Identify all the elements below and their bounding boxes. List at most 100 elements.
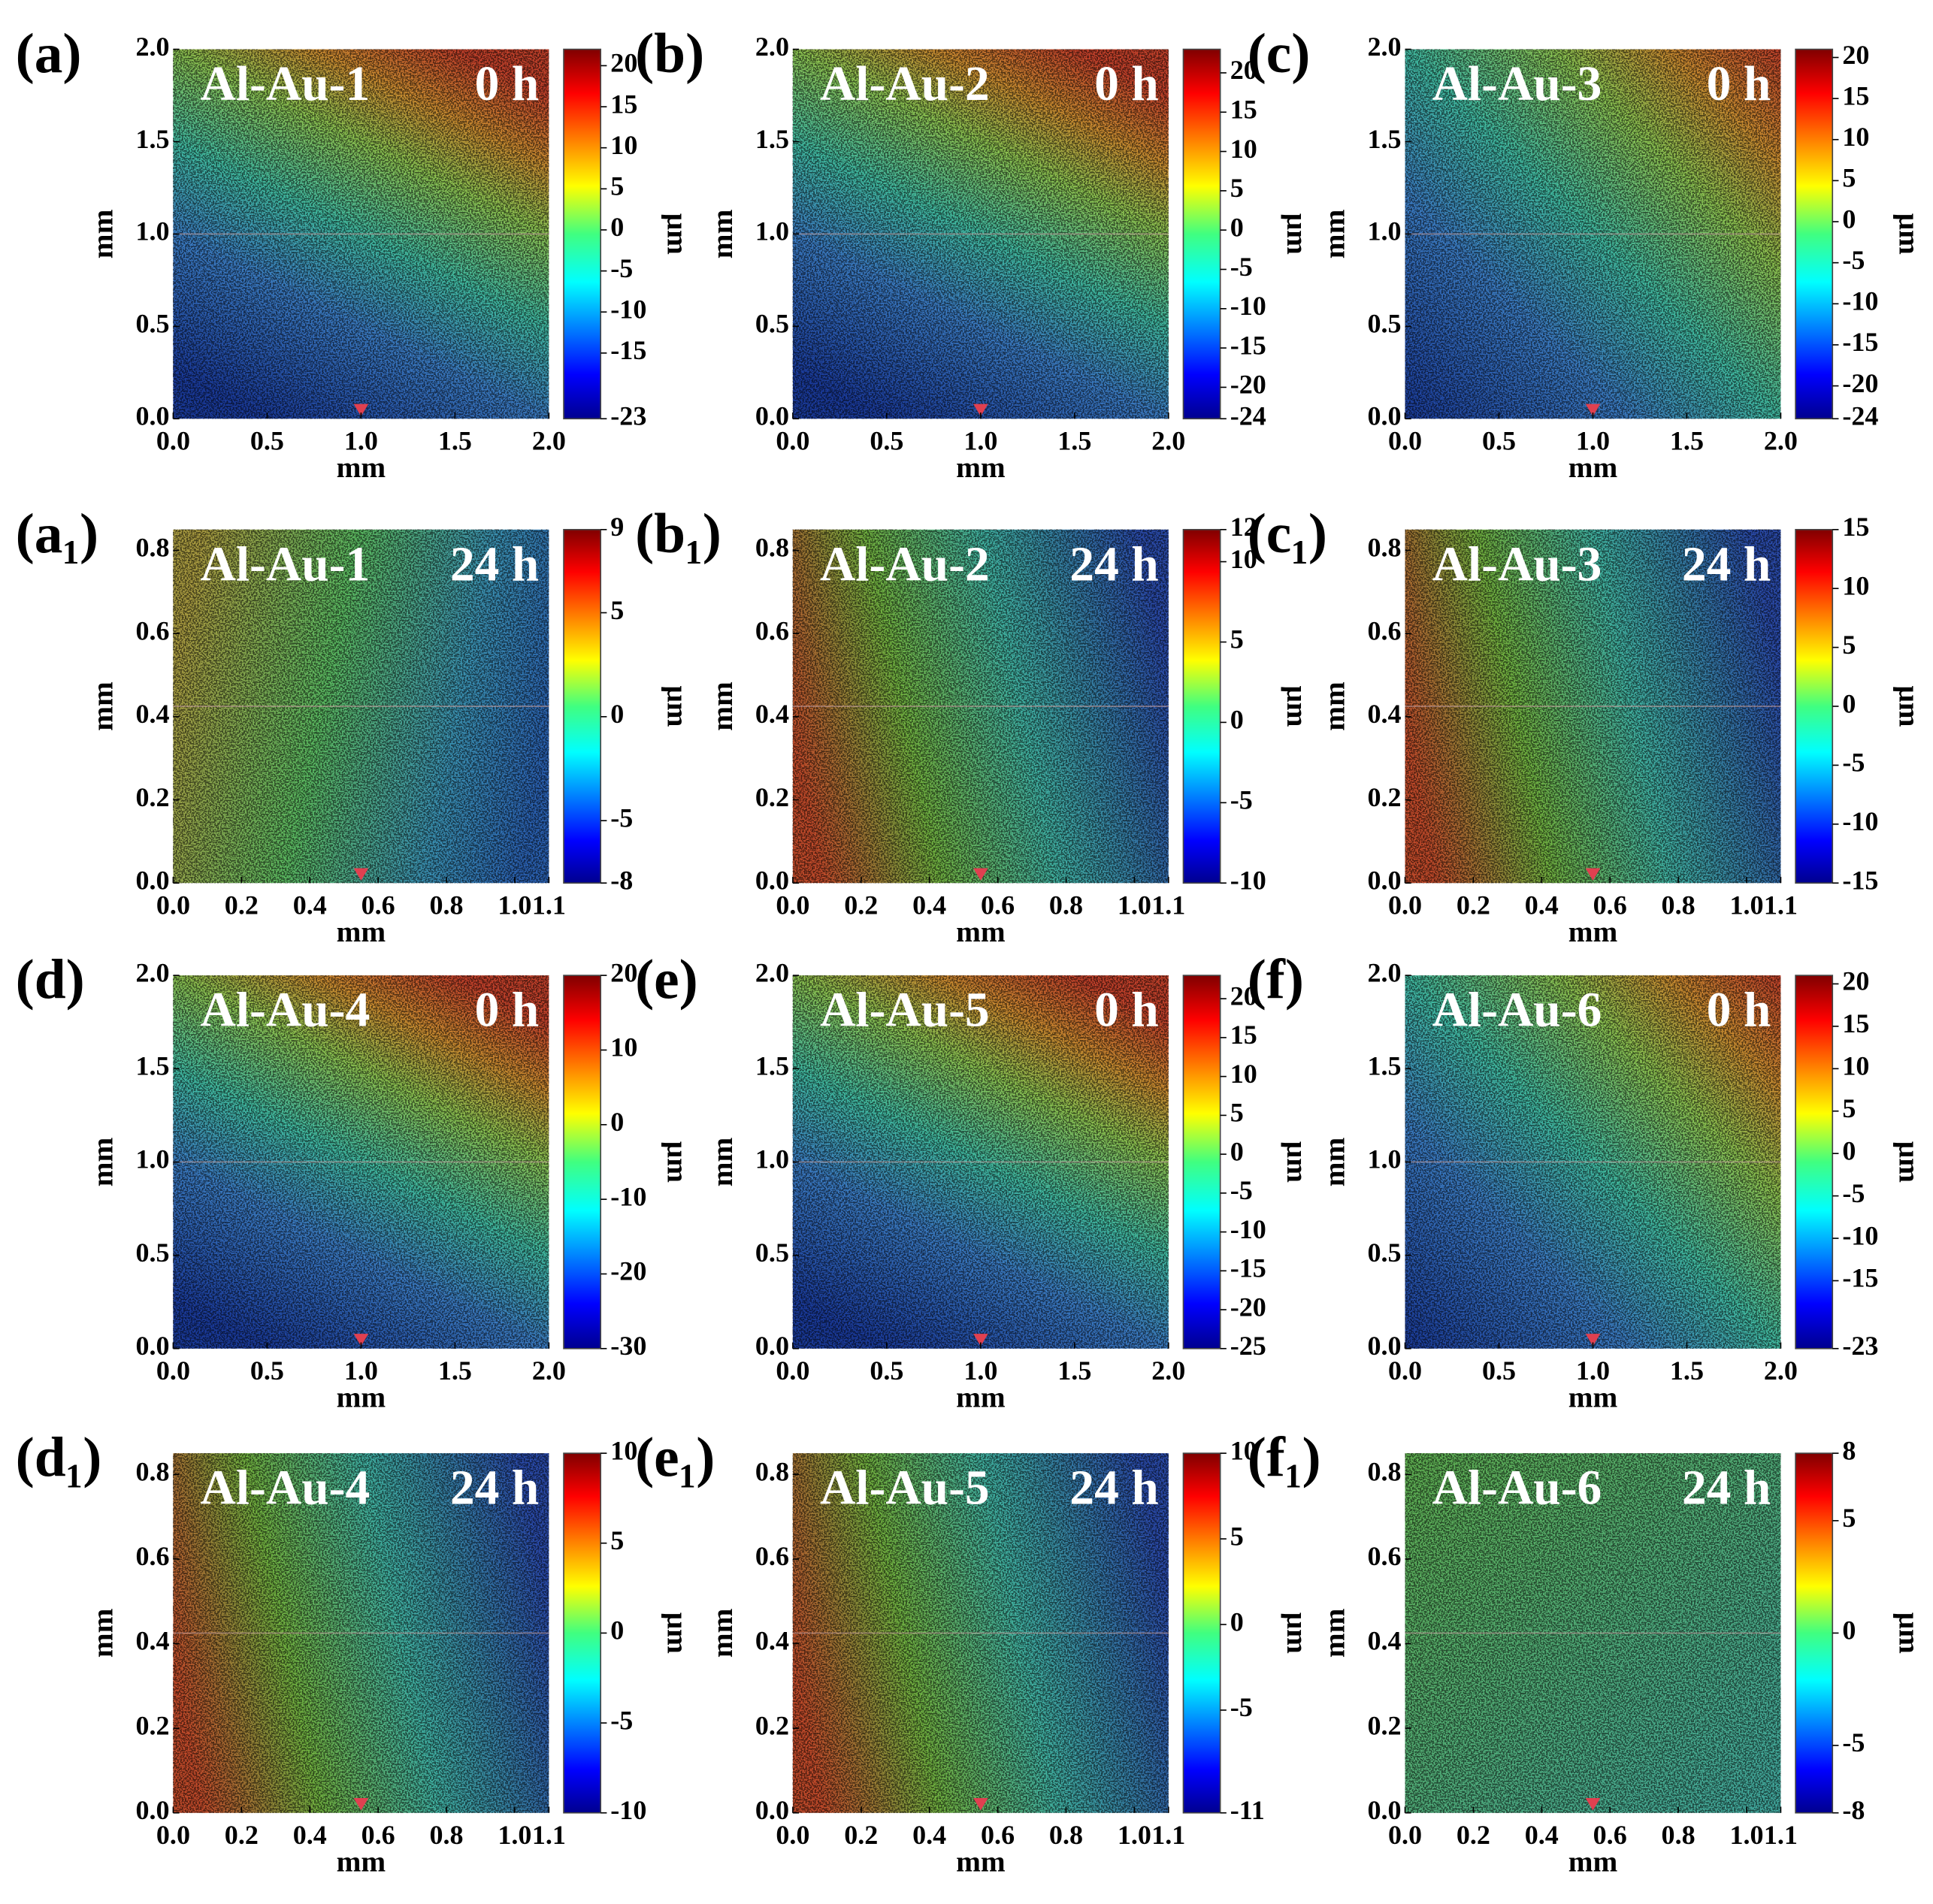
colorbar-tick-label: 20 bbox=[610, 48, 637, 78]
y-tick-label: 1.5 bbox=[1368, 124, 1402, 154]
x-tick-label: 1.0 bbox=[1118, 1820, 1151, 1850]
y-tick-label: 1.0 bbox=[1368, 1144, 1402, 1174]
time-label: 24 h bbox=[1069, 1461, 1158, 1516]
colorbar-tick-label: 15 bbox=[1230, 95, 1257, 125]
marker bbox=[1585, 1334, 1601, 1346]
colorbar-tick-label: -20 bbox=[610, 1256, 646, 1286]
colorbar-tick-label: -5 bbox=[1230, 252, 1253, 282]
colorbar bbox=[1795, 975, 1834, 1349]
colorbar-tick-label: -10 bbox=[1842, 286, 1878, 316]
x-tick-label: 0.6 bbox=[981, 890, 1015, 920]
colorbar bbox=[563, 528, 602, 884]
colorbar-tick-label: -5 bbox=[610, 1705, 633, 1735]
x-axis-label: mm bbox=[337, 1381, 386, 1414]
y-tick-label: 0.0 bbox=[135, 1331, 169, 1361]
x-tick-label: 0.8 bbox=[1049, 890, 1083, 920]
x-tick-label: 0.8 bbox=[1662, 890, 1696, 920]
x-tick-label: 2.0 bbox=[532, 1355, 566, 1386]
x-tick-label: 0.2 bbox=[225, 1820, 259, 1850]
time-label: 24 h bbox=[450, 1461, 539, 1516]
colorbar-tick-label: 15 bbox=[1230, 1020, 1257, 1050]
colorbar-tick-label: 0 bbox=[1230, 212, 1244, 242]
colorbar bbox=[1795, 1452, 1834, 1814]
colorbar-tick-label: -15 bbox=[1842, 327, 1878, 357]
x-tick-label: 0.2 bbox=[225, 890, 259, 920]
time-label: 0 h bbox=[1094, 57, 1159, 111]
x-axis-label: mm bbox=[337, 915, 386, 948]
colorbar-tick-label: 5 bbox=[1842, 163, 1856, 193]
x-tick-label: 2.0 bbox=[532, 425, 566, 455]
colorbar-tick-label: 5 bbox=[610, 595, 624, 625]
time-label: 0 h bbox=[475, 57, 540, 111]
y-axis-label: mm bbox=[706, 1137, 739, 1186]
colorbar-tick-label: -5 bbox=[610, 802, 633, 833]
time-label: 0 h bbox=[1707, 57, 1771, 111]
colorbar-tick-label: 0 bbox=[610, 1107, 624, 1137]
y-tick-label: 0.0 bbox=[755, 865, 789, 895]
colorbar-tick-label: -15 bbox=[1230, 1253, 1266, 1283]
x-axis-label: mm bbox=[1568, 1381, 1618, 1414]
x-tick-label: 1.5 bbox=[1057, 1355, 1091, 1386]
x-tick-label: 1.1 bbox=[1151, 890, 1185, 920]
time-label: 0 h bbox=[475, 984, 540, 1038]
colorbar-tick-label: -23 bbox=[1842, 1331, 1878, 1361]
x-tick-label: 0.0 bbox=[1388, 425, 1422, 455]
colorbar-tick-label: 10 bbox=[1842, 1051, 1869, 1081]
y-tick-label: 0.8 bbox=[135, 533, 169, 563]
x-axis-label: mm bbox=[956, 915, 1006, 948]
x-tick-label: 1.0 bbox=[344, 1355, 378, 1386]
y-tick-label: 0.8 bbox=[1368, 1457, 1402, 1487]
y-axis-label: mm bbox=[706, 209, 739, 258]
x-axis-label: mm bbox=[337, 451, 386, 484]
x-tick-label: 1.1 bbox=[1764, 890, 1798, 920]
colorbar-tick-label: -8 bbox=[610, 865, 633, 895]
sample-title: Al-Au-2 bbox=[820, 57, 990, 111]
marker bbox=[973, 868, 988, 881]
y-axis-label: mm bbox=[1317, 1608, 1351, 1658]
y-tick-label: 0.0 bbox=[755, 1331, 789, 1361]
x-tick-label: 0.6 bbox=[1593, 1820, 1627, 1850]
x-tick-label: 0.6 bbox=[361, 1820, 395, 1850]
sample-title: Al-Au-4 bbox=[200, 984, 370, 1038]
colorbar-tick-label: -10 bbox=[1842, 806, 1878, 836]
colorbar-label: μm bbox=[661, 213, 694, 255]
colorbar-tick-label: -5 bbox=[610, 253, 633, 283]
y-axis-label: mm bbox=[1317, 1137, 1351, 1186]
colorbar-tick-label: 15 bbox=[1842, 1008, 1869, 1038]
x-tick-label: 1.1 bbox=[532, 890, 566, 920]
x-tick-label: 0.2 bbox=[844, 890, 878, 920]
colorbar-tick-label: 12 bbox=[1230, 512, 1257, 542]
x-tick-label: 0.5 bbox=[250, 1355, 284, 1386]
x-tick-label: 0.5 bbox=[250, 425, 284, 455]
x-tick-label: 0.0 bbox=[776, 1355, 809, 1386]
colorbar-tick-label: -5 bbox=[1842, 245, 1865, 275]
colorbar-tick-label: 0 bbox=[610, 1615, 624, 1646]
colorbar-tick-label: 5 bbox=[1842, 630, 1856, 660]
y-axis-label: mm bbox=[706, 1608, 739, 1658]
colorbar-label: μm bbox=[1893, 1141, 1926, 1183]
x-tick-label: 0.4 bbox=[912, 1820, 946, 1850]
colorbar-tick-label: -5 bbox=[1842, 1727, 1865, 1757]
y-tick-label: 0.6 bbox=[755, 615, 789, 645]
colorbar-tick-label: -5 bbox=[1230, 1175, 1253, 1205]
time-label: 24 h bbox=[1682, 537, 1771, 591]
marker bbox=[353, 1798, 369, 1811]
y-tick-label: 0.0 bbox=[755, 401, 789, 431]
x-tick-label: 0.8 bbox=[1049, 1820, 1083, 1850]
time-label: 0 h bbox=[1707, 984, 1771, 1038]
marker bbox=[353, 403, 369, 417]
colorbar-tick-label: -10 bbox=[1230, 865, 1266, 895]
colorbar-tick-label: -10 bbox=[610, 294, 646, 324]
y-tick-label: 0.0 bbox=[1368, 865, 1402, 895]
x-tick-label: 1.0 bbox=[1576, 425, 1610, 455]
colorbar-tick-label: -10 bbox=[1842, 1220, 1878, 1250]
colorbar-tick-label: -25 bbox=[1230, 1331, 1266, 1361]
colorbar-label: μm bbox=[661, 1141, 694, 1183]
colorbar-tick-label: -5 bbox=[1230, 785, 1253, 815]
x-tick-label: 1.5 bbox=[1670, 1355, 1704, 1386]
colorbar-tick-label: 5 bbox=[1842, 1093, 1856, 1123]
colorbar-label: μm bbox=[661, 1612, 694, 1654]
colorbar-tick-label: 0 bbox=[1842, 688, 1856, 718]
colorbar-tick-label: 0 bbox=[1230, 1606, 1244, 1637]
x-tick-label: 2.0 bbox=[1764, 1355, 1798, 1386]
